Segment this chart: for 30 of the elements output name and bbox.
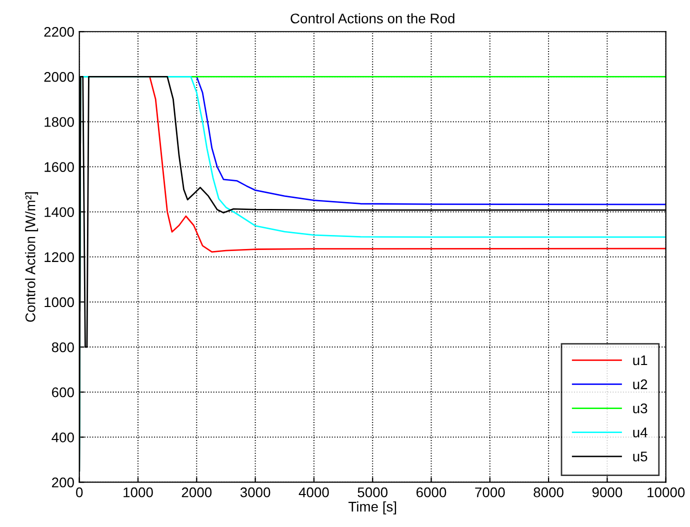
x-tick-label: 1000 — [124, 487, 153, 498]
chart-title: Control Actions on the Rod — [290, 13, 454, 24]
y-tick-label: 1200 — [44, 252, 74, 262]
x-tick-label: 2000 — [182, 487, 212, 498]
x-tick-label: 4000 — [298, 487, 329, 498]
x-tick-label: 8000 — [534, 487, 564, 498]
legend-label: u5 — [633, 452, 648, 462]
y-axis-title: Control Action [W/m²] — [25, 192, 38, 322]
x-tick-label: 0 — [76, 487, 83, 498]
y-tick-label: 1000 — [44, 297, 74, 308]
legend-label: u3 — [633, 403, 648, 414]
y-tick-label: 1400 — [44, 207, 74, 218]
y-tick-label: 2000 — [44, 72, 74, 82]
x-axis-title: Time [s] — [348, 501, 396, 514]
y-tick-label: 600 — [52, 387, 74, 398]
y-tick-label: 2200 — [44, 26, 74, 37]
y-tick-label: 800 — [52, 342, 74, 352]
x-tick-label: 5000 — [358, 487, 388, 498]
y-tick-label: 400 — [52, 432, 74, 442]
x-tick-label: 9000 — [592, 487, 622, 498]
legend-label: u4 — [633, 428, 648, 438]
legend-label: u1 — [633, 355, 648, 366]
x-tick-label: 10000 — [648, 487, 685, 498]
y-tick-label: 1800 — [44, 117, 74, 127]
y-tick-label: 1600 — [44, 162, 74, 172]
y-tick-label: 200 — [52, 478, 74, 488]
legend-label: u2 — [633, 379, 648, 390]
x-tick-label: 7000 — [475, 487, 505, 498]
x-tick-label: 6000 — [416, 487, 446, 498]
x-tick-label: 3000 — [240, 487, 270, 498]
